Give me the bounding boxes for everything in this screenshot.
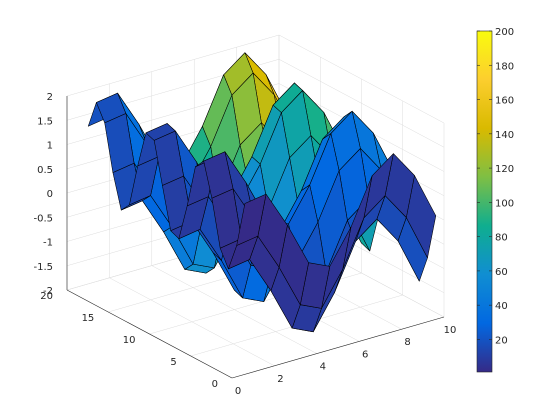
x-tick-label: 8 [404, 337, 410, 348]
z-tick-label: 0 [47, 189, 53, 200]
colorbar-gradient [476, 30, 493, 373]
z-tick-label: -2 [43, 286, 53, 297]
y-tick-label: 5 [170, 357, 176, 368]
grid-line-12 [278, 59, 445, 148]
y-tick-label: 10 [123, 335, 136, 346]
x-axis-line [231, 316, 445, 379]
x-axis-ticks: 0 2 4 6 8 10 [235, 325, 457, 397]
colorbar-tick-label: 120 [495, 164, 514, 175]
z-tick-label: 0.5 [37, 165, 53, 176]
colorbar-tick-label: 60 [495, 267, 508, 278]
y-tick-label: 15 [82, 313, 95, 324]
colorbar-tick-label: 160 [495, 96, 514, 107]
z-tick-label: -0.5 [33, 213, 53, 224]
y-tick-label: 20 [40, 291, 53, 302]
grid-line-28 [66, 34, 280, 97]
surface [87, 52, 437, 333]
colorbar-tick-label: 100 [495, 198, 514, 209]
x-tick-label: 4 [320, 362, 326, 373]
x-tick-label: 0 [235, 386, 241, 397]
colorbar: 20 40 60 80 100 120 140 160 180 200 [476, 27, 514, 373]
colorbar-tick-label: 140 [495, 130, 514, 141]
z-tick-label: 1 [47, 141, 53, 152]
y-axis-ticks: 0 5 10 15 20 [40, 291, 218, 390]
x-tick-label: 10 [444, 325, 457, 336]
y-axis-line [66, 289, 233, 379]
grid-line-13 [278, 34, 445, 124]
colorbar-tick-label: 180 [495, 61, 514, 72]
axes-box [66, 96, 445, 379]
x-tick-label: 6 [362, 349, 368, 360]
z-axis-ticks: -2 -1.5 -1 -0.5 0 0.5 1 1.5 2 [33, 92, 53, 297]
z-tick-label: 1.5 [37, 116, 53, 127]
colorbar-tick-label: 40 [495, 301, 508, 312]
surface-patch-0-0 [236, 193, 267, 246]
x-tick-label: 2 [277, 374, 283, 385]
colorbar-tick-label: 80 [495, 233, 508, 244]
colorbar-tick-label: 200 [495, 27, 514, 38]
z-tick-label: -1 [43, 238, 53, 249]
z-tick-label: 2 [47, 92, 53, 103]
z-tick-label: -1.5 [33, 262, 53, 273]
colorbar-tick-label: 20 [495, 335, 508, 346]
y-tick-label: 0 [212, 379, 218, 390]
